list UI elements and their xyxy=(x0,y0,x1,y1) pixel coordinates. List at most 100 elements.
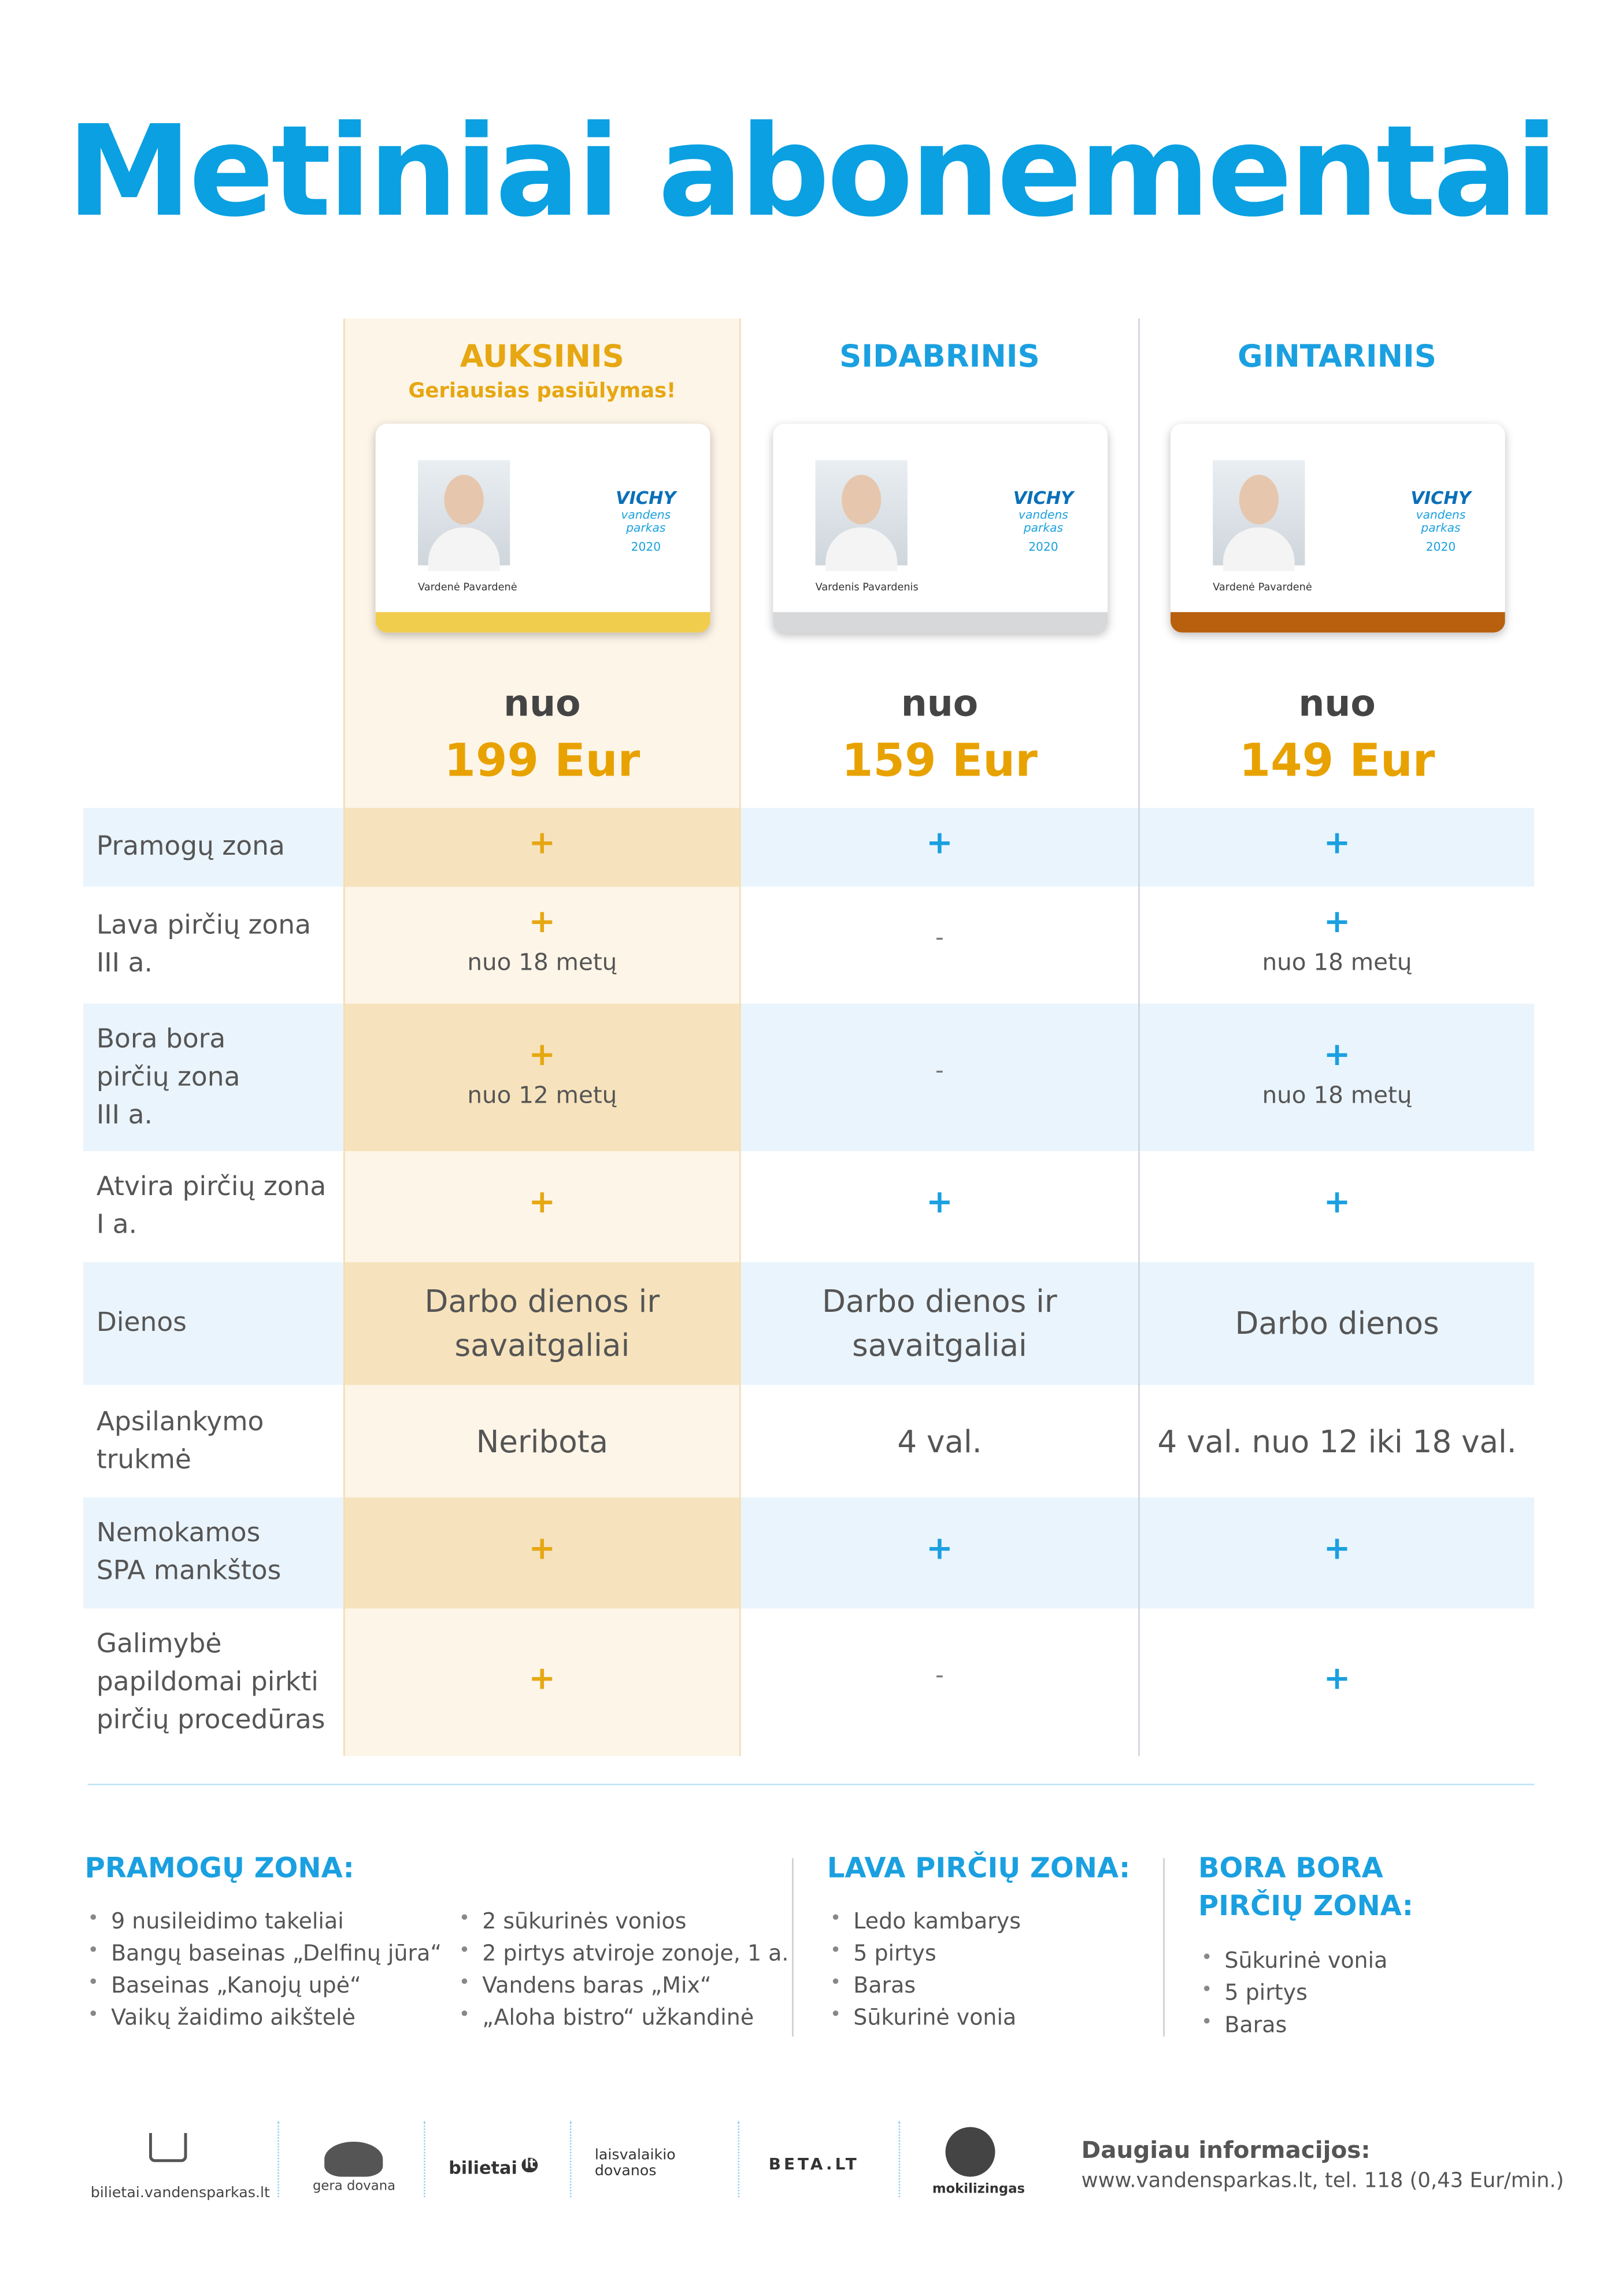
logo-text: bilietai.vandensparkas.lt xyxy=(90,2185,270,2202)
bullet: • xyxy=(1201,2011,1213,2034)
card-brand: VICHY xyxy=(1013,488,1074,509)
row-label: I a. xyxy=(96,1210,138,1241)
footer-divider xyxy=(424,2121,425,2198)
list-item: 9 nusileidimo takeliai xyxy=(111,1908,344,1934)
row-label: pirčių zona xyxy=(96,1061,240,1092)
bullet: • xyxy=(829,1908,842,1930)
cell-text: Darbo dienos ir xyxy=(822,1284,1057,1319)
plus-mark: + xyxy=(1323,825,1351,862)
plan-subtitle: Geriausias pasiūlymas! xyxy=(408,380,676,403)
price-prefix: nuo xyxy=(901,682,979,725)
card-year: 2020 xyxy=(1028,540,1058,554)
photo-body xyxy=(428,527,500,572)
card-stripe xyxy=(1170,612,1505,633)
card-year: 2020 xyxy=(631,540,661,554)
cell-text: 4 val. nuo 12 iki 18 val. xyxy=(1157,1423,1517,1459)
plan-name: GINTARINIS xyxy=(1238,339,1437,374)
bullet: • xyxy=(458,2004,471,2027)
plus-mark: + xyxy=(528,1185,556,1222)
bullet: • xyxy=(87,1908,99,1930)
list-item: Baras xyxy=(853,1972,916,1999)
photo-body xyxy=(1223,527,1295,572)
plus-mark: + xyxy=(528,1660,556,1697)
bullet: • xyxy=(87,1972,99,1994)
section-divider xyxy=(1163,1858,1165,2037)
gold-band xyxy=(345,1497,740,1609)
row-label: Dienos xyxy=(96,1307,187,1338)
price: 149 Eur xyxy=(1239,735,1435,788)
card-name: Vardenė Pavardenė xyxy=(1213,581,1312,594)
dash-mark: - xyxy=(935,1660,944,1689)
price: 199 Eur xyxy=(444,735,640,788)
list-item: Sūkurinė vonia xyxy=(853,2004,1017,2031)
row-band xyxy=(83,1262,1535,1385)
footer-divider xyxy=(277,2121,279,2198)
card: VICHY vandens parkas 2020 Vardenė Pavardenė xyxy=(375,424,710,633)
row-band xyxy=(83,1497,1535,1609)
price: 159 Eur xyxy=(842,735,1038,788)
cell-note: nuo 18 metų xyxy=(467,948,617,976)
section-title: PIRČIŲ ZONA: xyxy=(1198,1890,1413,1923)
row-label: Nemokamos xyxy=(96,1518,261,1549)
card-brand: VICHY xyxy=(616,488,676,509)
list-item: Vaikų žaidimo aikštelė xyxy=(111,2004,355,2031)
cell-note: nuo 18 metų xyxy=(1262,1080,1412,1108)
row-band xyxy=(83,1003,1535,1152)
price-prefix: nuo xyxy=(1298,682,1376,725)
card-name: Vardenė Pavardenė xyxy=(417,581,517,594)
bullet: • xyxy=(1201,1979,1213,2002)
plus-mark: + xyxy=(528,825,556,862)
list-item: Ledo kambarys xyxy=(853,1908,1021,1934)
plus-mark: + xyxy=(528,904,556,941)
logo-text: gera dovana xyxy=(312,2179,396,2194)
plus-mark: + xyxy=(1323,1531,1351,1568)
plus-mark: + xyxy=(926,1531,953,1568)
card-name: Vardenis Pavardenis xyxy=(815,581,919,594)
row-label: Apsilankymo xyxy=(96,1406,264,1437)
cell-text: savaitgaliai xyxy=(454,1327,630,1363)
photo-head xyxy=(444,474,484,525)
bullet: • xyxy=(458,1940,471,1963)
photo-body xyxy=(825,527,898,572)
card: VICHY vandens parkas 2020 Vardenė Pavardenė xyxy=(1170,424,1505,633)
row-label: Bora bora xyxy=(96,1023,226,1054)
row-label: Atvira pirčių zona xyxy=(96,1171,327,1203)
section-divider xyxy=(792,1858,794,2037)
info-title: Daugiau informacijos: xyxy=(1081,2135,1371,2164)
gold-band xyxy=(345,1003,740,1152)
bullet: • xyxy=(829,2004,842,2027)
price-prefix: nuo xyxy=(503,682,581,725)
card: VICHY vandens parkas 2020 Vardenis Pavarden… xyxy=(773,424,1108,633)
row-label: Galimybė xyxy=(96,1628,222,1659)
footer-divider xyxy=(738,2121,740,2198)
ok-icon xyxy=(945,2127,995,2177)
dash-mark: - xyxy=(935,1055,944,1084)
gold-band xyxy=(345,1262,740,1385)
list-item: 5 pirtys xyxy=(853,1940,936,1967)
card-stripe xyxy=(773,612,1108,633)
list-item: 5 pirtys xyxy=(1224,1979,1308,2006)
card-brand: VICHY xyxy=(1410,488,1471,509)
info-text: www.vandensparkas.lt, tel. 118 (0,43 Eur… xyxy=(1081,2169,1564,2193)
row-label: III a. xyxy=(96,1099,153,1130)
bullet: • xyxy=(458,1972,471,1994)
section-title: PRAMOGŲ ZONA: xyxy=(84,1852,354,1885)
cell-note: nuo 12 metų xyxy=(467,1080,617,1108)
card-brand-sub: vandens parkas xyxy=(621,508,671,535)
cell-text: Darbo dienos xyxy=(1235,1305,1439,1341)
bullet: • xyxy=(1201,1947,1213,1969)
logo-text: bilietai xyxy=(449,2157,517,2179)
cell-text: Neribota xyxy=(476,1423,609,1459)
logo-text: laisvalaikio dovanos xyxy=(594,2147,676,2180)
bullet: • xyxy=(829,1940,842,1963)
row-label: Pramogų zona xyxy=(96,831,285,862)
list-item: Bangų baseinas „Delfinų jūra“ xyxy=(111,1940,442,1967)
logo-text: mokilizingas xyxy=(932,2182,1025,2198)
row-label: trukmė xyxy=(96,1444,191,1475)
list-item: „Aloha bistro“ užkandinė xyxy=(482,2004,754,2031)
logo-text: lt xyxy=(521,2157,539,2173)
cell-text: savaitgaliai xyxy=(852,1327,1027,1363)
footer-divider xyxy=(898,2121,901,2198)
